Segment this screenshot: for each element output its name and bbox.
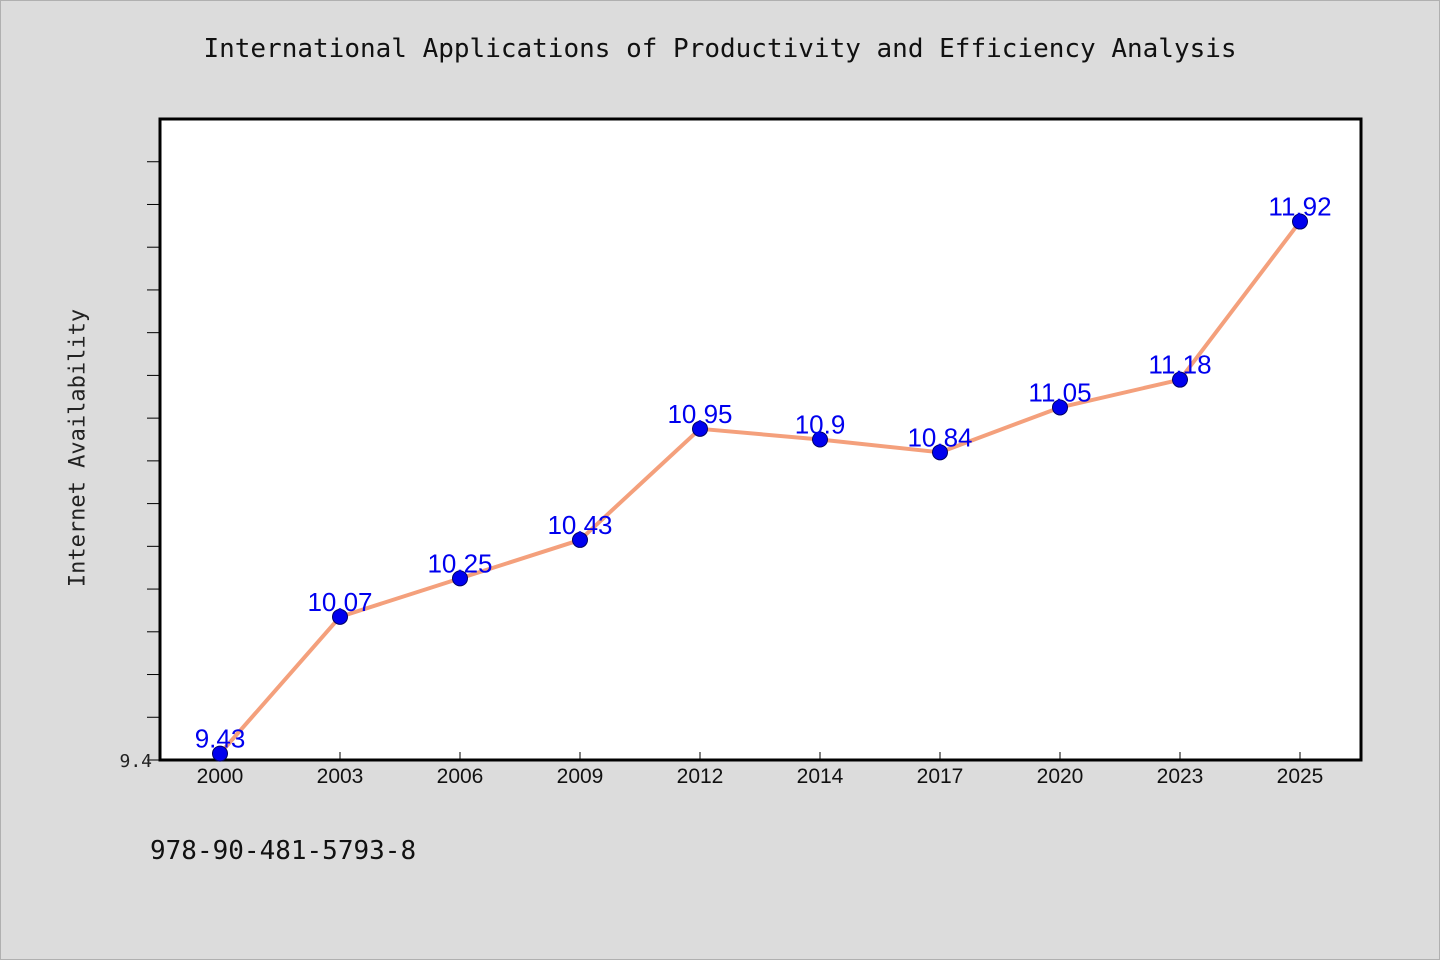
data-label: 11.05 [1028, 377, 1091, 407]
data-point [572, 531, 588, 548]
data-label: 10.84 [907, 422, 972, 452]
x-tick-label: 2009 [557, 765, 604, 788]
x-tick-label: 2000 [197, 765, 244, 788]
x-tick-label: 2017 [917, 765, 964, 788]
chart-title: International Applications of Productivi… [203, 34, 1237, 64]
data-label: 11.18 [1148, 350, 1211, 380]
x-tick-label: 2014 [797, 765, 844, 788]
x-tick-label: 2003 [317, 765, 364, 788]
data-label: 10.07 [307, 587, 372, 617]
isbn-text: 978-90-481-5793-8 [150, 836, 417, 866]
x-tick-label: 2012 [677, 765, 724, 788]
series-line [218, 219, 1302, 756]
x-tick-label: 2020 [1037, 765, 1084, 788]
y-tick-label: 9.4 [119, 751, 152, 772]
data-label: 10.43 [547, 510, 612, 540]
data-label: 9.43 [195, 724, 246, 754]
data-point [932, 444, 948, 461]
data-label: 11.92 [1268, 192, 1331, 222]
data-point [212, 745, 228, 762]
data-point [1052, 399, 1068, 416]
y-axis-ticks: 9.4 [119, 161, 160, 772]
data-point [452, 570, 468, 587]
data-point [1292, 213, 1308, 230]
data-label: 10.9 [795, 410, 846, 440]
data-point [1172, 371, 1188, 388]
x-tick-label: 2006 [437, 765, 484, 788]
series-layer: 9.43 10.07 10.25 10.43 10.95 10.9 10.84 11.05 11… [195, 192, 1332, 762]
x-tick-label: 2023 [1157, 765, 1204, 788]
data-point [692, 420, 708, 437]
x-tick-label: 2025 [1277, 765, 1324, 788]
data-point [332, 608, 348, 625]
plot-area [158, 117, 1363, 762]
data-label: 10.95 [667, 399, 732, 429]
data-point [812, 431, 828, 448]
data-label: 10.25 [427, 548, 492, 578]
